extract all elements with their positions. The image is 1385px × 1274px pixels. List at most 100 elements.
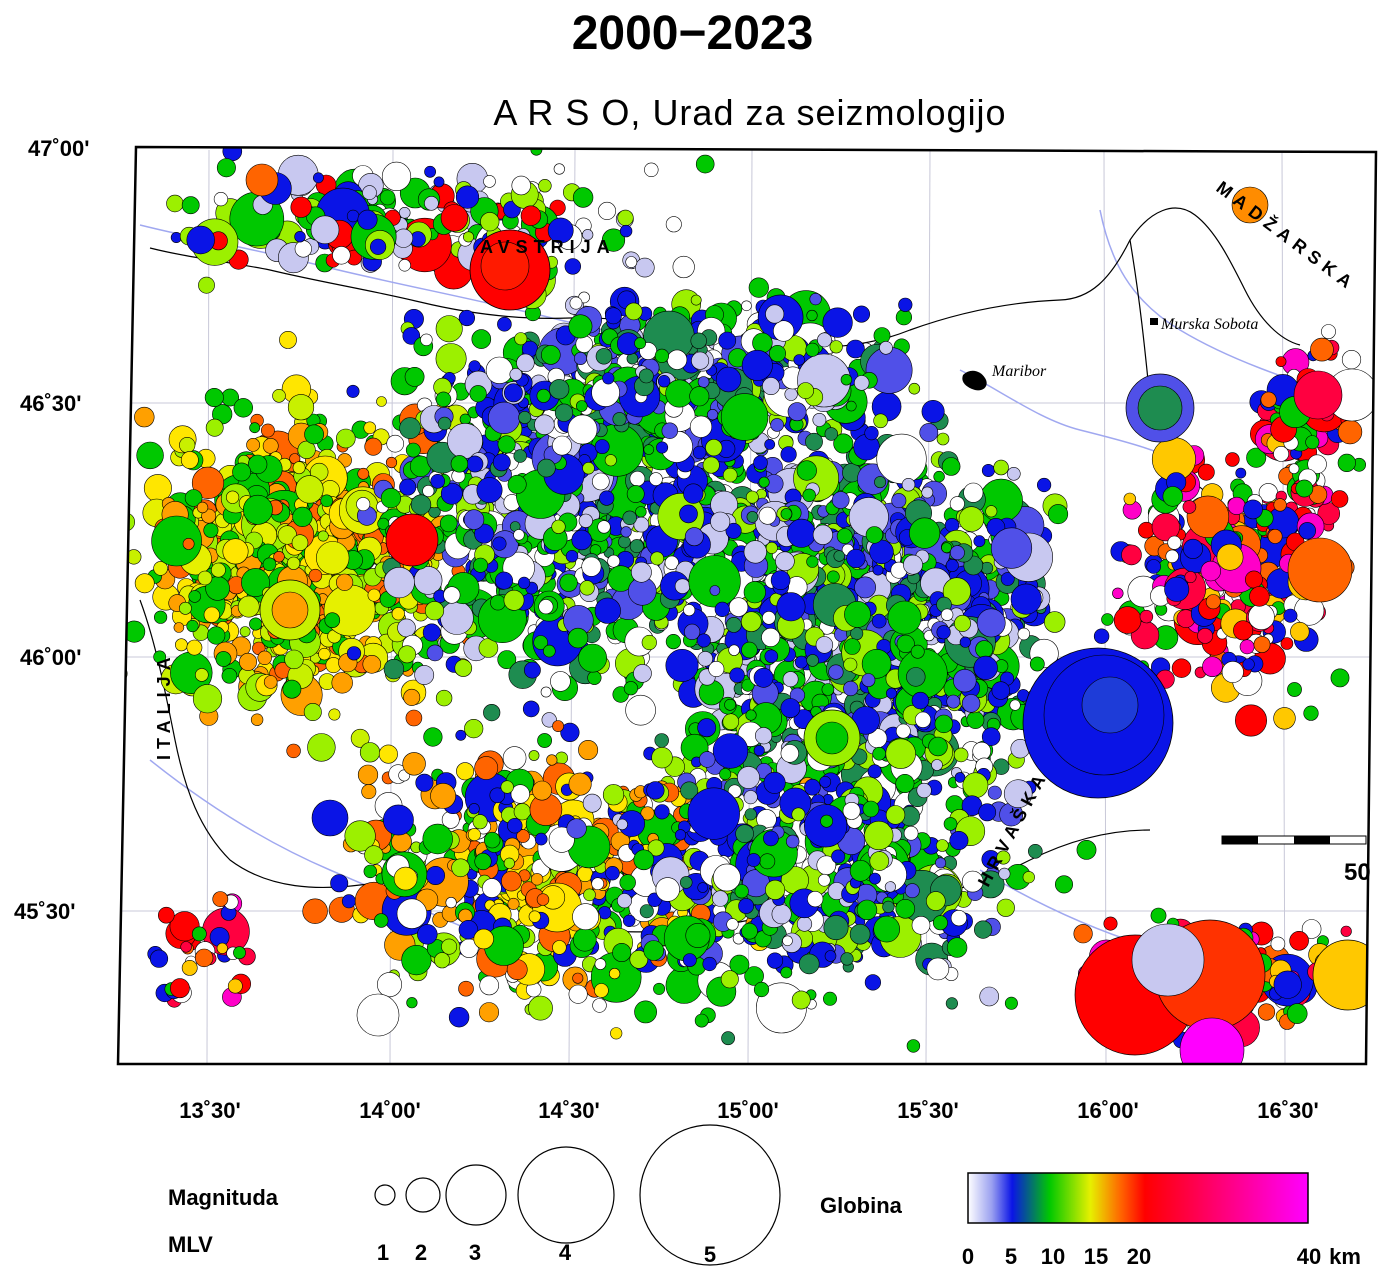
earthquake-marker: [791, 807, 806, 822]
earthquake-marker: [500, 780, 514, 794]
earthquake-marker: [898, 297, 913, 312]
earthquake-marker: [1273, 970, 1302, 999]
earthquake-marker: [772, 320, 795, 342]
earthquake-marker: [383, 658, 405, 680]
earthquake-marker: [753, 744, 765, 756]
earthquake-marker: [501, 870, 522, 892]
earthquake-marker: [1139, 609, 1154, 624]
earthquake-marker: [1055, 875, 1074, 894]
earthquake-marker: [572, 972, 584, 984]
earthquake-marker: [861, 673, 876, 687]
earthquake-marker: [361, 784, 377, 800]
earthquake-marker: [471, 329, 492, 349]
earthquake-marker: [1017, 627, 1030, 641]
earthquake-marker: [623, 681, 639, 696]
earthquake-marker: [324, 612, 341, 629]
earthquake-marker: [758, 476, 770, 488]
earthquake-marker: [721, 1031, 735, 1046]
earthquake-marker: [901, 478, 916, 492]
earthquake-marker: [946, 694, 961, 709]
earthquake-marker: [754, 727, 773, 745]
earthquake-marker: [415, 773, 434, 792]
earthquake-marker: [136, 441, 164, 470]
earthquake-marker: [698, 751, 716, 768]
earthquake-marker: [775, 551, 795, 572]
earthquake-marker: [921, 486, 934, 499]
earthquake-marker: [625, 694, 656, 726]
earthquake-marker: [840, 952, 854, 966]
earthquake-marker: [559, 573, 578, 592]
earthquake-marker: [1273, 707, 1296, 730]
earthquake-marker: [458, 309, 476, 327]
earthquake-marker: [462, 231, 474, 243]
earthquake-marker: [748, 277, 769, 298]
earthquake-marker: [683, 483, 704, 504]
earthquake-marker: [798, 953, 820, 975]
earthquake-marker: [1245, 570, 1263, 589]
earthquake-marker: [631, 561, 652, 583]
earthquake-marker: [473, 928, 494, 950]
earthquake-marker: [925, 891, 946, 911]
earthquake-marker: [625, 256, 638, 268]
earthquake-marker: [743, 540, 767, 564]
earthquake-marker: [356, 497, 371, 512]
earthquake-marker: [682, 953, 697, 967]
earthquake-marker: [422, 484, 435, 497]
earthquake-marker: [655, 877, 680, 902]
earthquake-marker: [304, 424, 325, 445]
earthquake-marker: [370, 238, 387, 255]
earthquake-marker: [426, 644, 444, 662]
earthquake-marker: [597, 201, 616, 220]
earthquake-marker: [823, 915, 849, 941]
earthquake-marker: [502, 746, 527, 770]
earthquake-marker: [872, 746, 887, 761]
earthquake-marker: [874, 476, 887, 489]
earthquake-marker: [865, 526, 884, 544]
earthquake-marker: [184, 489, 203, 507]
earthquake-marker: [292, 506, 313, 528]
earthquake-marker: [213, 192, 228, 207]
earthquake-marker: [1253, 636, 1271, 653]
earthquake-marker: [567, 627, 589, 649]
earthquake-marker: [945, 997, 959, 1010]
earthquake-marker: [374, 913, 389, 928]
earthquake-marker: [741, 641, 758, 659]
earthquake-marker: [1183, 538, 1204, 559]
earthquake-marker: [367, 588, 381, 602]
earthquake-marker: [308, 568, 323, 583]
earthquake-marker: [805, 342, 820, 357]
map-subtitle: A R S O, Urad za seizmologijo: [493, 92, 1007, 133]
earthquake-marker: [666, 349, 688, 370]
earthquake-marker: [207, 626, 226, 645]
earthquake-marker: [1171, 658, 1192, 678]
earthquake-marker: [869, 872, 881, 885]
earthquake-marker: [552, 940, 567, 955]
earthquake-marker: [1101, 613, 1114, 626]
earthquake-marker: [249, 617, 263, 631]
earthquake-marker: [571, 529, 592, 551]
earthquake-marker: [476, 477, 503, 504]
earthquake-marker: [575, 400, 588, 412]
earthquake-marker: [635, 506, 647, 518]
earthquake-marker: [463, 509, 485, 530]
earthquake-marker: [346, 646, 362, 661]
earthquake-marker: [1123, 492, 1137, 506]
earthquake-marker: [578, 513, 593, 528]
earthquake-marker: [1337, 419, 1363, 445]
earthquake-marker: [690, 332, 707, 349]
earthquake-marker: [182, 538, 195, 550]
map-title: 2000−2023: [571, 7, 814, 60]
earthquake-marker: [840, 374, 853, 386]
earthquake-marker: [903, 554, 923, 575]
earthquake-marker: [691, 351, 710, 370]
earthquake-marker: [712, 733, 749, 769]
earthquake-marker: [910, 644, 925, 659]
earthquake-marker: [363, 864, 377, 879]
earthquake-marker: [362, 185, 377, 200]
earthquake-marker: [720, 393, 769, 441]
earthquake-marker: [919, 423, 939, 442]
earthquake-marker: [780, 698, 801, 719]
earthquake-marker: [435, 689, 453, 707]
earthquake-marker: [381, 161, 412, 191]
earthquake-marker: [604, 454, 617, 467]
